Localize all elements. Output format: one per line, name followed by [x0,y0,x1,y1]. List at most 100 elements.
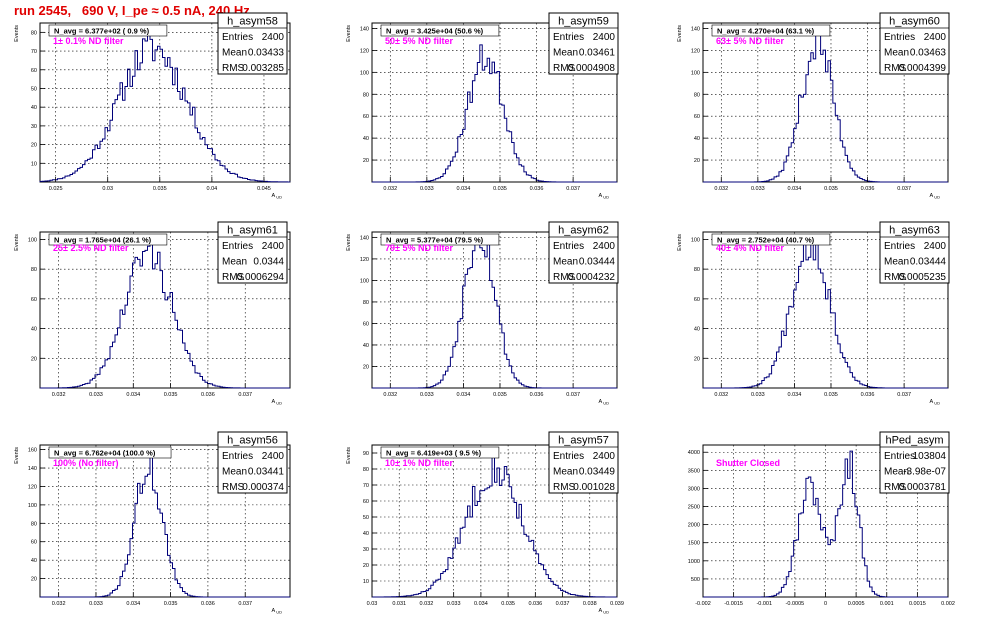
annotation-label: 63± 5% ND filter [716,36,784,46]
y-axis-title: Events [677,234,683,251]
stats-value-mean: 0.03444 [910,257,947,268]
x-tick-label: 0.034 [457,392,471,398]
stats-value-entries: 2400 [593,451,616,462]
stats-value-rms: 0.0003781 [899,482,947,493]
y-tick-label: 2000 [688,523,700,529]
stats-box [879,431,950,494]
y-axis-title: Events [14,447,20,464]
x-tick-label: 0.032 [52,392,66,398]
stats-title: h_asym61 [227,225,278,237]
histogram-title: N_avg = 4.270e+04 (63.1 %) [717,27,815,36]
stats-key-entries: Entries [553,451,584,462]
stats-value-rms: 0.0005235 [899,272,947,283]
x-tick-label: 0.0015 [909,601,926,607]
stats-box [217,431,288,494]
stats-title: h_asym58 [227,16,278,28]
x-axis-title: AUD [599,193,610,200]
stats-key-mean: Mean [222,48,247,59]
histogram-title: N_avg = 1.765e+04 (26.1 %) [54,236,152,245]
y-tick-label: 80 [363,300,369,306]
stats-title: h_asym59 [558,16,609,28]
x-axis-title: AUD [930,399,941,406]
y-tick-label: 80 [31,30,37,36]
stats-value-entries: 2400 [924,32,947,43]
y-tick-label: 100 [691,237,700,243]
x-tick-label: 0.039 [610,601,624,607]
x-tick-label: 0.034 [457,186,471,192]
histogram-line [372,236,617,389]
stats-value-entries: 2400 [262,241,285,252]
stats-box [548,12,619,75]
y-tick-label: 140 [360,26,369,32]
stats-value-mean: 0.03433 [248,48,285,59]
y-tick-label: 60 [694,114,700,120]
stats-box [548,431,619,494]
histogram-line [372,44,617,183]
x-tick-label: 0.036 [528,601,542,607]
title-box [48,24,168,37]
y-tick-label: 60 [363,321,369,327]
stats-value-rms: 0.000374 [242,482,284,493]
y-tick-label: 80 [694,267,700,273]
y-axis-title: Events [346,25,352,42]
plot-frame [371,231,618,389]
stats-key-mean: Mean [884,467,909,478]
stats-key-mean: Mean [553,257,578,268]
x-tick-label: 0 [824,601,827,607]
x-tick-label: 0.001 [880,601,894,607]
annotation-label: 79± 5% ND filter [385,243,453,253]
y-tick-label: 140 [360,235,369,241]
x-tick-label: 0.033 [447,601,461,607]
stats-key-entries: Entries [553,241,584,252]
stats-key-entries: Entries [222,451,253,462]
x-tick-label: 0.037 [556,601,570,607]
stats-key-mean: Mean [553,48,578,59]
stats-value-rms: 0.003285 [242,63,284,74]
stats-title: h_asym63 [889,225,940,237]
stats-key-mean: Mean [884,257,909,268]
y-tick-label: 80 [363,92,369,98]
stats-key-rms: RMS [884,63,907,74]
y-tick-label: 100 [360,70,369,76]
y-tick-label: 140 [28,466,37,472]
stats-title: h_asym57 [558,435,609,447]
y-axis-title: Events [14,25,20,42]
histogram-panel-h_asym59: 0.032 0.033 0.034 0.035 0.036 0.037 20 40 60 80 10… [346,12,619,200]
stats-value-mean: 0.03441 [248,467,285,478]
x-tick-label: 0.036 [201,601,215,607]
x-tick-label: 0.045 [257,186,271,192]
x-tick-label: 0.034 [126,601,140,607]
x-tick-label: 0.036 [530,392,544,398]
y-tick-label: 60 [363,114,369,120]
y-tick-label: 120 [691,48,700,54]
x-tick-label: -0.0005 [786,601,805,607]
stats-value-rms: 0.001028 [573,482,615,493]
histogram-panel-h_asym57: 0.03 0.031 0.032 0.033 0.034 0.035 0.036 0.037 0… [346,431,624,615]
y-tick-label: 40 [694,327,700,333]
plot-frame [371,444,618,598]
y-tick-label: 60 [31,297,37,303]
histogram-panel-hPed_asym: -0.002 -0.0015 -0.001 -0.0005 0 0.0005 0.001 0.… [688,431,955,607]
annotation-label: Shutter Closed [716,458,780,468]
stats-value-rms: 0.0004232 [568,272,616,283]
y-tick-label: 50 [31,86,37,92]
x-tick-label: 0.037 [897,186,911,192]
x-tick-label: 0.033 [89,601,103,607]
stats-title: h_asym56 [227,435,278,447]
stats-value-entries: 2400 [262,451,285,462]
y-tick-label: 20 [363,563,369,569]
stats-key-mean: Mean [222,467,247,478]
title-box [380,24,500,37]
stats-value-mean: 0.03449 [579,467,616,478]
histogram-title: N_avg = 6.419e+03 ( 9.5 %) [386,449,482,458]
stats-key-entries: Entries [884,241,915,252]
stats-value-mean: 0.03461 [579,48,616,59]
y-tick-label: 40 [363,136,369,142]
stats-key-entries: Entries [884,451,915,462]
x-tick-label: 0.032 [383,392,397,398]
x-tick-label: 0.04 [207,186,218,192]
y-axis-title: Events [346,447,352,464]
x-tick-label: 0.035 [824,186,838,192]
stats-key-mean: Mean [222,257,247,268]
y-tick-label: 120 [28,484,37,490]
